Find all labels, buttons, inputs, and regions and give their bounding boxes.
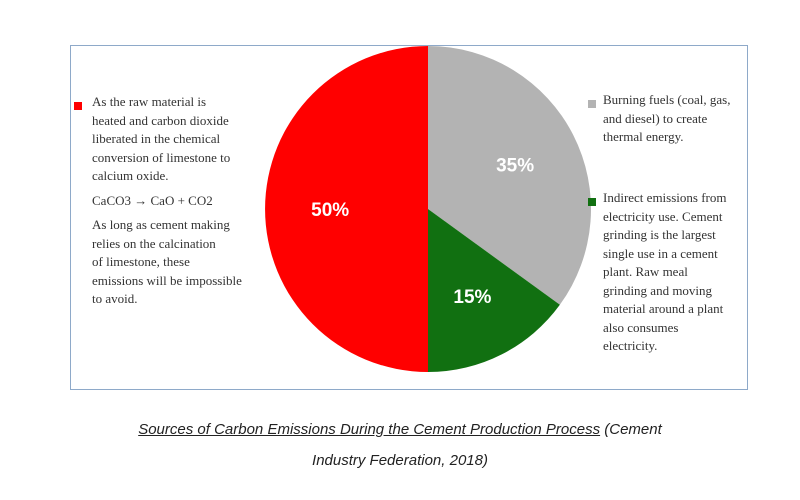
caption-citation-end: Industry Federation, 2018) — [312, 452, 488, 469]
legend-left-line: heated and carbon dioxide — [92, 112, 229, 128]
legend-right-top-line: and diesel) to create — [603, 110, 708, 126]
caption-citation-start: (Cement — [600, 421, 662, 438]
legend-left-note-line: of limestone, these — [92, 254, 190, 269]
legend-swatch-gray — [588, 100, 596, 108]
legend-left-note-line: As long as cement making — [92, 217, 230, 232]
legend-right-top-line: thermal energy. — [603, 129, 684, 144]
legend-left-line: calcium oxide. — [92, 168, 169, 183]
legend-right-bottom-line: also consumes — [603, 319, 679, 335]
legend-left-line: As the raw material is — [92, 94, 207, 109]
chart-frame — [70, 45, 748, 390]
legend-left: As the raw material is heated and carbon… — [92, 93, 267, 309]
legend-right-bottom-line: plant. Raw meal — [603, 264, 688, 279]
legend-left-note-line: emissions will be impossible — [92, 272, 242, 288]
legend-left-note-line: to avoid. — [92, 291, 138, 306]
legend-right-bottom-line: material around a plant — [603, 301, 724, 316]
legend-right-bottom-line: grinding is the largest — [603, 227, 716, 242]
legend-left-note-line: relies on the calcination — [92, 235, 216, 251]
legend-right-top: Burning fuels (coal, gas, and diesel) to… — [603, 91, 753, 147]
pie-slice-label: 50% — [311, 200, 349, 221]
legend-swatch-red — [74, 102, 82, 110]
caption-title: Sources of Carbon Emissions During the C… — [138, 421, 601, 438]
legend-right-top-line: Burning fuels (coal, gas, — [603, 92, 731, 107]
legend-right-bottom-line: grinding and moving — [603, 282, 713, 298]
legend-right-bottom-line: Indirect emissions from — [603, 190, 727, 205]
chart-caption: Sources of Carbon Emissions During the C… — [0, 421, 800, 438]
legend-right-bottom: Indirect emissions from electricity use.… — [603, 189, 753, 356]
pie-slice-label: 15% — [453, 287, 491, 308]
pie-slice — [265, 46, 428, 372]
chemical-formula: CaCO3 → CaO + CO2 — [92, 192, 213, 208]
legend-left-line: liberated in the chemical — [92, 131, 221, 146]
legend-right-bottom-line: single use in a cement — [603, 245, 718, 261]
chart-caption-line2: Industry Federation, 2018) — [0, 452, 800, 469]
legend-right-bottom-line: electricity use. Cement — [603, 208, 723, 224]
pie-slice — [428, 46, 591, 305]
pie-slice — [428, 209, 560, 372]
legend-left-line: conversion of limestone to — [92, 149, 231, 165]
legend-right-bottom-line: electricity. — [603, 338, 658, 353]
pie-slice-label: 35% — [496, 156, 534, 177]
legend-swatch-green — [588, 198, 596, 206]
